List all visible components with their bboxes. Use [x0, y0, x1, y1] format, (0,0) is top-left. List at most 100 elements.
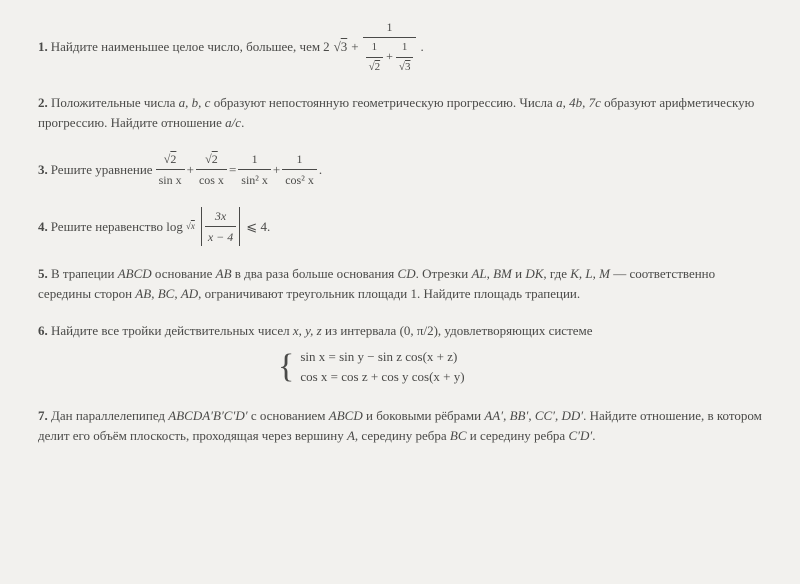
problem-number: 6. [38, 323, 48, 338]
problem-number: 3. [38, 160, 48, 180]
absolute-value: 3x x − 4 [198, 207, 243, 246]
fraction: 3x x − 4 [205, 207, 236, 246]
text: и [512, 266, 525, 281]
fraction: 2 cos x [196, 150, 227, 189]
var: ABCD [329, 408, 363, 423]
text: , середину ребра [355, 428, 450, 443]
text: Дан параллелепипед [51, 408, 168, 423]
numerator: 1 [363, 18, 417, 38]
equation-line: cos x = cos z + cos y cos(x + y) [300, 367, 464, 388]
equation-system: { sin x = sin y − sin z cos(x + z) cos x… [278, 347, 770, 389]
math-expression: 23 + 1 1 2 + 1 3 [323, 18, 424, 75]
nested-fraction: 1 2 [366, 39, 384, 75]
problem-number: 7. [38, 408, 48, 423]
op-plus: + [273, 160, 280, 180]
text: образуют непостоянную геометрическую про… [210, 95, 556, 110]
var: AL [471, 266, 486, 281]
var: BC [450, 428, 467, 443]
text: В трапеции [51, 266, 118, 281]
text: и боковыми рёбрами [363, 408, 485, 423]
var: a/c [225, 115, 241, 130]
op-plus: + [386, 49, 396, 63]
problem-6: 6. Найдите все тройки действительных чис… [38, 321, 770, 388]
var: x, y, z [293, 323, 322, 338]
text: , ограничивают треугольник площади 1. На… [198, 286, 580, 301]
var: A [347, 428, 355, 443]
numerator: 3x [205, 207, 236, 227]
text: Найдите все тройки действительных чисел [51, 323, 293, 338]
denominator: cos x [196, 170, 227, 189]
period: . [241, 115, 244, 130]
log-base: x [191, 221, 195, 231]
numerator: 1 [282, 150, 317, 170]
op-plus: + [351, 37, 358, 57]
brace-icon: { [278, 350, 294, 384]
var: BM [493, 266, 512, 281]
problem-number: 2. [38, 95, 48, 110]
op-eq: = [229, 160, 236, 180]
radicand: 3 [341, 39, 348, 54]
var: CC′ [535, 408, 555, 423]
inequality: ⩽ 4. [246, 217, 270, 237]
var: AB [135, 286, 151, 301]
var: AA′ [484, 408, 503, 423]
var: 4b [569, 95, 582, 110]
problem-5: 5. В трапеции ABCD основание AB в два ра… [38, 264, 770, 303]
text: , удовлетворяющих системе [438, 323, 593, 338]
op-plus: + [187, 160, 194, 180]
radicand: 2 [212, 152, 218, 166]
denominator: x − 4 [205, 227, 236, 246]
coef: 2 [323, 37, 330, 57]
period: . [592, 428, 595, 443]
var: C′D′ [568, 428, 592, 443]
radicand: 2 [375, 61, 381, 73]
var: DK [525, 266, 543, 281]
problem-text: Найдите наименьшее целое число, большее,… [51, 37, 320, 57]
problem-1: 1. Найдите наименьшее целое число, больш… [38, 18, 770, 75]
text: в два раза больше основания [232, 266, 398, 281]
problem-3: 3. Решите уравнение 2 sin x + 2 cos x = … [38, 150, 770, 189]
interval: (0, π/2) [400, 323, 438, 338]
page: 1. Найдите наименьшее целое число, больш… [0, 0, 800, 481]
var: BC [158, 286, 175, 301]
var: a, b, c [179, 95, 211, 110]
period: . [420, 37, 423, 57]
var: AB [216, 266, 232, 281]
var: 7c [589, 95, 601, 110]
problem-number: 1. [38, 37, 48, 57]
radicand: 3 [405, 61, 411, 73]
problem-number: 4. [38, 217, 48, 237]
denominator: sin² x [238, 170, 271, 189]
problem-2: 2. Положительные числа a, b, c образуют … [38, 93, 770, 132]
var: ABCDA′B′C′D′ [168, 408, 247, 423]
fraction: 1 cos² x [282, 150, 317, 189]
fraction: 1 1 2 + 1 3 [363, 18, 417, 75]
denominator: sin x [156, 170, 185, 189]
text: Решите неравенство log [51, 217, 183, 237]
fraction: 1 sin² x [238, 150, 271, 189]
var: CD [398, 266, 416, 281]
var: ABCD [118, 266, 152, 281]
numerator: 1 [396, 39, 414, 58]
text: Решите уравнение [51, 160, 153, 180]
radicand: 2 [170, 152, 176, 166]
var: DD′ [562, 408, 584, 423]
period: . [319, 160, 322, 180]
text: Положительные числа [51, 95, 179, 110]
text: основание [152, 266, 216, 281]
text: и середину ребра [467, 428, 569, 443]
problem-7: 7. Дан параллелепипед ABCDA′B′C′D′ с осн… [38, 406, 770, 445]
equation-line: sin x = sin y − sin z cos(x + z) [300, 347, 464, 368]
nested-fraction: 1 3 [396, 39, 414, 75]
var: K, L, M [570, 266, 610, 281]
problem-4: 4. Решите неравенство log x 3x x − 4 ⩽ 4. [38, 207, 770, 246]
problem-number: 5. [38, 266, 48, 281]
text: . Отрезки [416, 266, 472, 281]
text: из интервала [322, 323, 400, 338]
fraction: 2 sin x [156, 150, 185, 189]
numerator: 1 [238, 150, 271, 170]
text: с основанием [248, 408, 329, 423]
var: BB′ [510, 408, 529, 423]
var: AD [181, 286, 198, 301]
text: , где [543, 266, 570, 281]
